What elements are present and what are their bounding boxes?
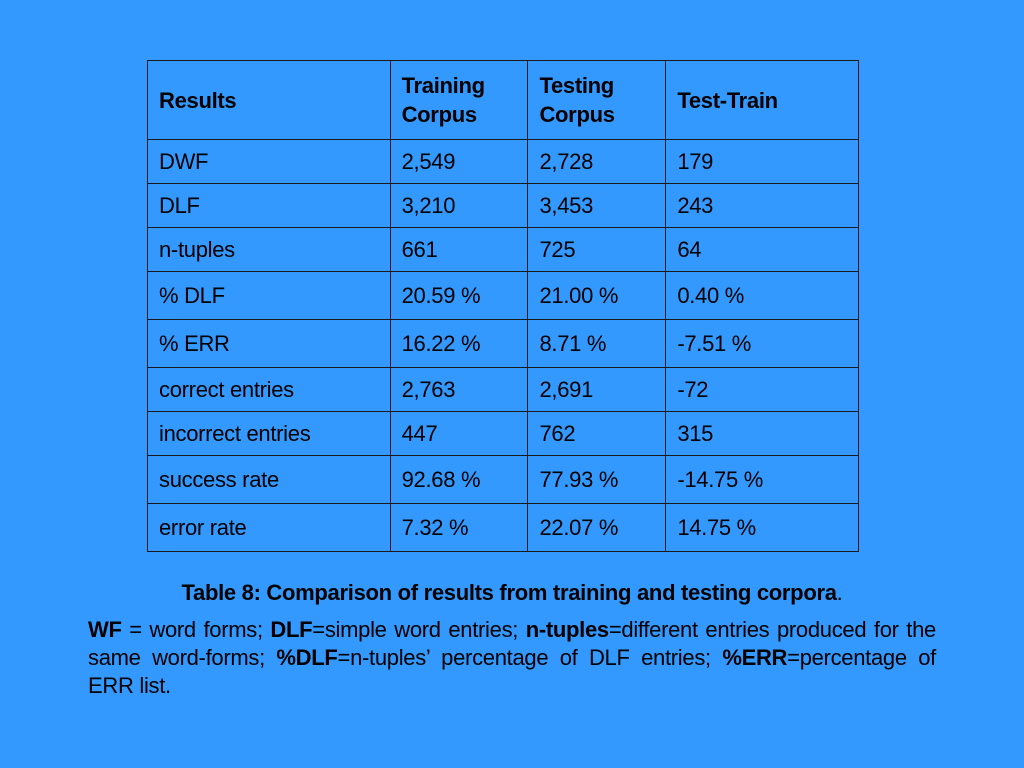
training-value: 16.22 % xyxy=(389,319,529,368)
testing-value: 2,691 xyxy=(527,367,667,412)
row-label: error rate xyxy=(147,503,391,552)
header-training-line2: Corpus xyxy=(401,102,478,127)
header-test-train-label: Test-Train xyxy=(677,87,778,113)
header-testing-line1: Testing xyxy=(539,73,614,98)
row-label: % DLF xyxy=(147,271,391,320)
legend-def-ntuples: =different entries produced for the same… xyxy=(88,617,936,670)
abbreviation-legend: WF = word forms; DLF=simple word entries… xyxy=(88,616,936,700)
header-training-line1: Training xyxy=(401,73,485,98)
row-label: DLF xyxy=(147,183,391,228)
legend-term-dlf: DLF xyxy=(270,617,313,642)
difference-value: -72 xyxy=(665,367,859,412)
training-value: 92.68 % xyxy=(389,455,529,504)
training-value: 661 xyxy=(389,227,529,272)
header-training-corpus: Training Corpus xyxy=(389,60,529,140)
legend-term-perr: %ERR xyxy=(722,645,788,670)
testing-value: 725 xyxy=(527,227,667,272)
row-label: incorrect entries xyxy=(147,411,391,456)
difference-value: 243 xyxy=(665,183,859,228)
training-value: 2,763 xyxy=(389,367,529,412)
legend-term-ntuples: n-tuples xyxy=(525,617,609,642)
table-row: success rate 92.68 % 77.93 % -14.75 % xyxy=(147,455,859,504)
training-value: 2,549 xyxy=(389,139,529,184)
table-header-row: Results Training Corpus Testing Corpus T… xyxy=(147,60,859,140)
header-results: Results xyxy=(147,60,391,140)
table-row: % ERR 16.22 % 8.71 % -7.51 % xyxy=(147,319,859,368)
difference-value: 64 xyxy=(665,227,859,272)
row-label: success rate xyxy=(147,455,391,504)
difference-value: -7.51 % xyxy=(665,319,859,368)
legend-def-perr: =percentage of ERR list. xyxy=(88,645,936,698)
difference-value: 315 xyxy=(665,411,859,456)
legend-def-dlf: =simple word entries; xyxy=(312,617,526,642)
table-row: correct entries 2,763 2,691 -72 xyxy=(147,367,859,412)
training-value: 447 xyxy=(389,411,529,456)
table-row: n-tuples 661 725 64 xyxy=(147,227,859,272)
testing-value: 77.93 % xyxy=(527,455,667,504)
legend-term-wf: WF xyxy=(88,617,122,642)
testing-value: 22.07 % xyxy=(527,503,667,552)
testing-value: 8.71 % xyxy=(527,319,667,368)
legend-def-pdlf: =n-tuples’ percentage of DLF entries; xyxy=(337,645,723,670)
header-results-label: Results xyxy=(159,87,237,113)
table-row: DLF 3,210 3,453 243 xyxy=(147,183,859,228)
difference-value: -14.75 % xyxy=(665,455,859,504)
row-label: DWF xyxy=(147,139,391,184)
difference-value: 179 xyxy=(665,139,859,184)
table-row: % DLF 20.59 % 21.00 % 0.40 % xyxy=(147,271,859,320)
header-testing-line2: Corpus xyxy=(539,102,615,127)
legend-def-wf: = word forms; xyxy=(121,617,271,642)
testing-value: 2,728 xyxy=(527,139,667,184)
difference-value: 0.40 % xyxy=(665,271,859,320)
results-table: Results Training Corpus Testing Corpus T… xyxy=(147,60,859,552)
testing-value: 21.00 % xyxy=(527,271,667,320)
caption-text: Table 8: Comparison of results from trai… xyxy=(181,580,837,605)
testing-value: 3,453 xyxy=(527,183,667,228)
header-testing-corpus: Testing Corpus xyxy=(527,60,667,140)
table-row: DWF 2,549 2,728 179 xyxy=(147,139,859,184)
table-caption: Table 8: Comparison of results from trai… xyxy=(0,580,1024,606)
testing-value: 762 xyxy=(527,411,667,456)
row-label: correct entries xyxy=(147,367,391,412)
training-value: 7.32 % xyxy=(389,503,529,552)
row-label: % ERR xyxy=(147,319,391,368)
difference-value: 14.75 % xyxy=(665,503,859,552)
caption-period: . xyxy=(836,580,843,605)
training-value: 3,210 xyxy=(389,183,529,228)
table-row: incorrect entries 447 762 315 xyxy=(147,411,859,456)
header-test-train: Test-Train xyxy=(665,60,859,140)
legend-term-pdlf: %DLF xyxy=(276,645,338,670)
training-value: 20.59 % xyxy=(389,271,529,320)
table-row: error rate 7.32 % 22.07 % 14.75 % xyxy=(147,503,859,552)
row-label: n-tuples xyxy=(147,227,391,272)
